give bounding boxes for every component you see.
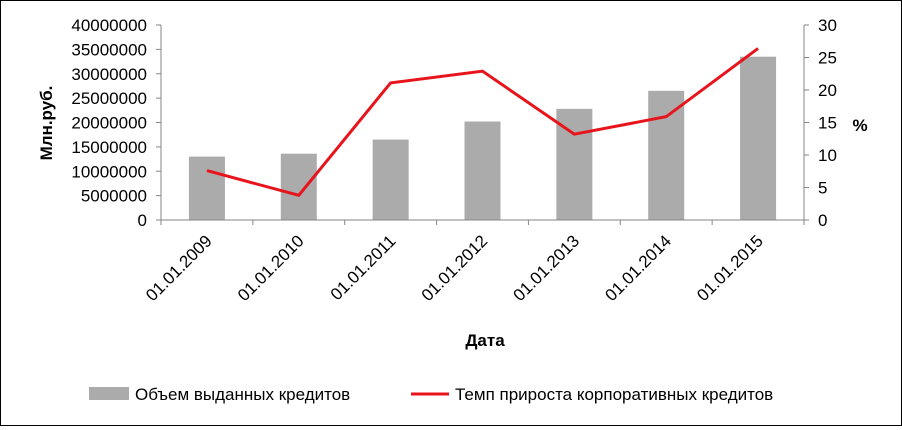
y2-axis-title: % xyxy=(852,116,867,135)
x-tick-label: 01.01.2011 xyxy=(327,231,400,304)
legend-label-bars: Объем выданных кредитов xyxy=(135,385,350,404)
x-axis-title: Дата xyxy=(465,331,505,350)
x-tick-label: 01.01.2012 xyxy=(418,231,492,305)
bar-01.01.2012 xyxy=(464,121,501,220)
y-tick-label: 15000000 xyxy=(71,138,147,157)
x-tick-label: 01.01.2009 xyxy=(142,231,216,305)
y2-tick-label: 25 xyxy=(818,49,837,68)
bar-01.01.2009 xyxy=(188,156,225,220)
y2-tick-label: 15 xyxy=(818,114,837,133)
x-tick-label: 01.01.2015 xyxy=(693,231,767,305)
y2-tick-label: 5 xyxy=(818,179,827,198)
y-tick-label: 30000000 xyxy=(71,65,147,84)
line-growth-rate xyxy=(206,47,759,198)
bar-01.01.2011 xyxy=(372,139,409,220)
y-tick-label: 40000000 xyxy=(71,16,147,35)
y-tick-label: 10000000 xyxy=(71,162,147,181)
tick-labels: 0 5000000 10000000 15000000 20000000 25000000… xyxy=(71,16,837,305)
line-series xyxy=(206,47,759,198)
bar-01.01.2010 xyxy=(280,153,317,220)
y2-tick-label: 30 xyxy=(818,16,837,35)
y2-tick-label: 20 xyxy=(818,81,837,100)
y-tick-label: 20000000 xyxy=(71,114,147,133)
x-tick-label: 01.01.2013 xyxy=(510,231,584,305)
y-tick-label: 0 xyxy=(138,211,147,230)
y2-tick-label: 10 xyxy=(818,146,837,165)
y-tick-label: 25000000 xyxy=(71,89,147,108)
legend-swatch-bars xyxy=(89,387,129,400)
y-tick-label: 5000000 xyxy=(81,187,147,206)
legend-label-line: Темп прироста корпоративных кредитов xyxy=(455,385,773,404)
y2-tick-label: 0 xyxy=(818,211,827,230)
bar-01.01.2015 xyxy=(740,56,777,220)
bar-01.01.2014 xyxy=(648,90,685,220)
y-tick-label: 35000000 xyxy=(71,40,147,59)
bar-series xyxy=(188,56,777,220)
x-tick-label: 01.01.2014 xyxy=(601,231,675,305)
x-tick-label: 01.01.2010 xyxy=(234,231,308,305)
axes xyxy=(156,24,809,225)
y-axis-title: Млн.руб. xyxy=(37,86,56,161)
legend: Объем выданных кредитов Темп прироста ко… xyxy=(89,385,773,404)
